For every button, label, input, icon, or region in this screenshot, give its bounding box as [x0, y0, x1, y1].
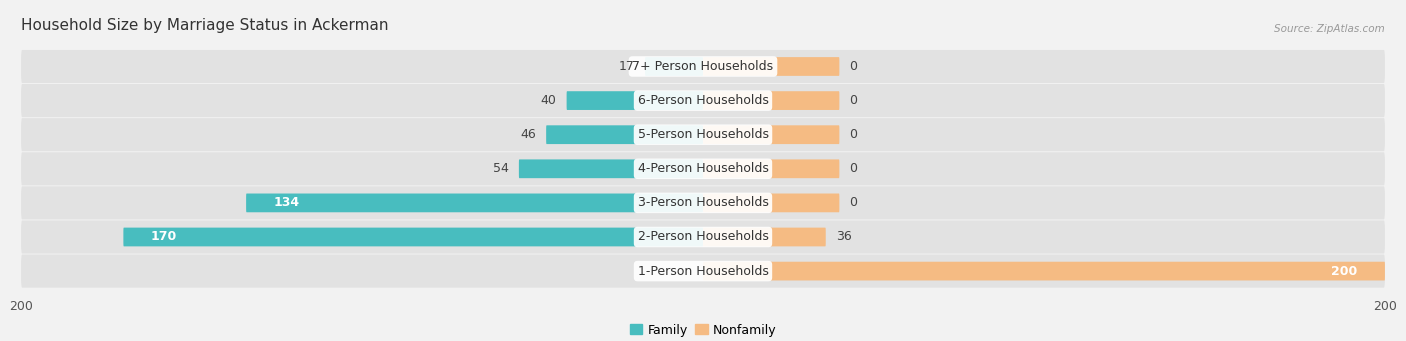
- Text: 0: 0: [849, 60, 858, 73]
- FancyBboxPatch shape: [21, 152, 1385, 186]
- FancyBboxPatch shape: [124, 228, 703, 246]
- Text: 5-Person Households: 5-Person Households: [637, 128, 769, 141]
- Text: 2-Person Households: 2-Person Households: [637, 231, 769, 243]
- FancyBboxPatch shape: [21, 221, 1385, 254]
- Text: 200: 200: [1331, 265, 1358, 278]
- FancyBboxPatch shape: [703, 159, 839, 178]
- Text: 1-Person Households: 1-Person Households: [637, 265, 769, 278]
- Text: 0: 0: [849, 196, 858, 209]
- FancyBboxPatch shape: [21, 118, 1385, 151]
- FancyBboxPatch shape: [519, 159, 703, 178]
- Text: 170: 170: [150, 231, 177, 243]
- FancyBboxPatch shape: [703, 228, 825, 246]
- Text: 0: 0: [849, 128, 858, 141]
- FancyBboxPatch shape: [703, 125, 839, 144]
- Text: 7+ Person Households: 7+ Person Households: [633, 60, 773, 73]
- FancyBboxPatch shape: [21, 254, 1385, 288]
- FancyBboxPatch shape: [703, 57, 839, 76]
- Text: 54: 54: [492, 162, 509, 175]
- FancyBboxPatch shape: [21, 50, 1385, 83]
- FancyBboxPatch shape: [21, 84, 1385, 117]
- Text: 40: 40: [540, 94, 557, 107]
- Text: Household Size by Marriage Status in Ackerman: Household Size by Marriage Status in Ack…: [21, 18, 388, 33]
- FancyBboxPatch shape: [703, 91, 839, 110]
- Legend: Family, Nonfamily: Family, Nonfamily: [624, 319, 782, 341]
- FancyBboxPatch shape: [546, 125, 703, 144]
- Text: 3-Person Households: 3-Person Households: [637, 196, 769, 209]
- Text: 4-Person Households: 4-Person Households: [637, 162, 769, 175]
- Text: Source: ZipAtlas.com: Source: ZipAtlas.com: [1274, 24, 1385, 34]
- Text: 0: 0: [849, 162, 858, 175]
- FancyBboxPatch shape: [703, 262, 1385, 280]
- FancyBboxPatch shape: [645, 57, 703, 76]
- Text: 6-Person Households: 6-Person Households: [637, 94, 769, 107]
- FancyBboxPatch shape: [703, 193, 839, 212]
- FancyBboxPatch shape: [567, 91, 703, 110]
- Text: 0: 0: [849, 94, 858, 107]
- Text: 46: 46: [520, 128, 536, 141]
- FancyBboxPatch shape: [21, 186, 1385, 220]
- Text: 134: 134: [273, 196, 299, 209]
- Text: 17: 17: [619, 60, 636, 73]
- FancyBboxPatch shape: [246, 193, 703, 212]
- Text: 36: 36: [837, 231, 852, 243]
